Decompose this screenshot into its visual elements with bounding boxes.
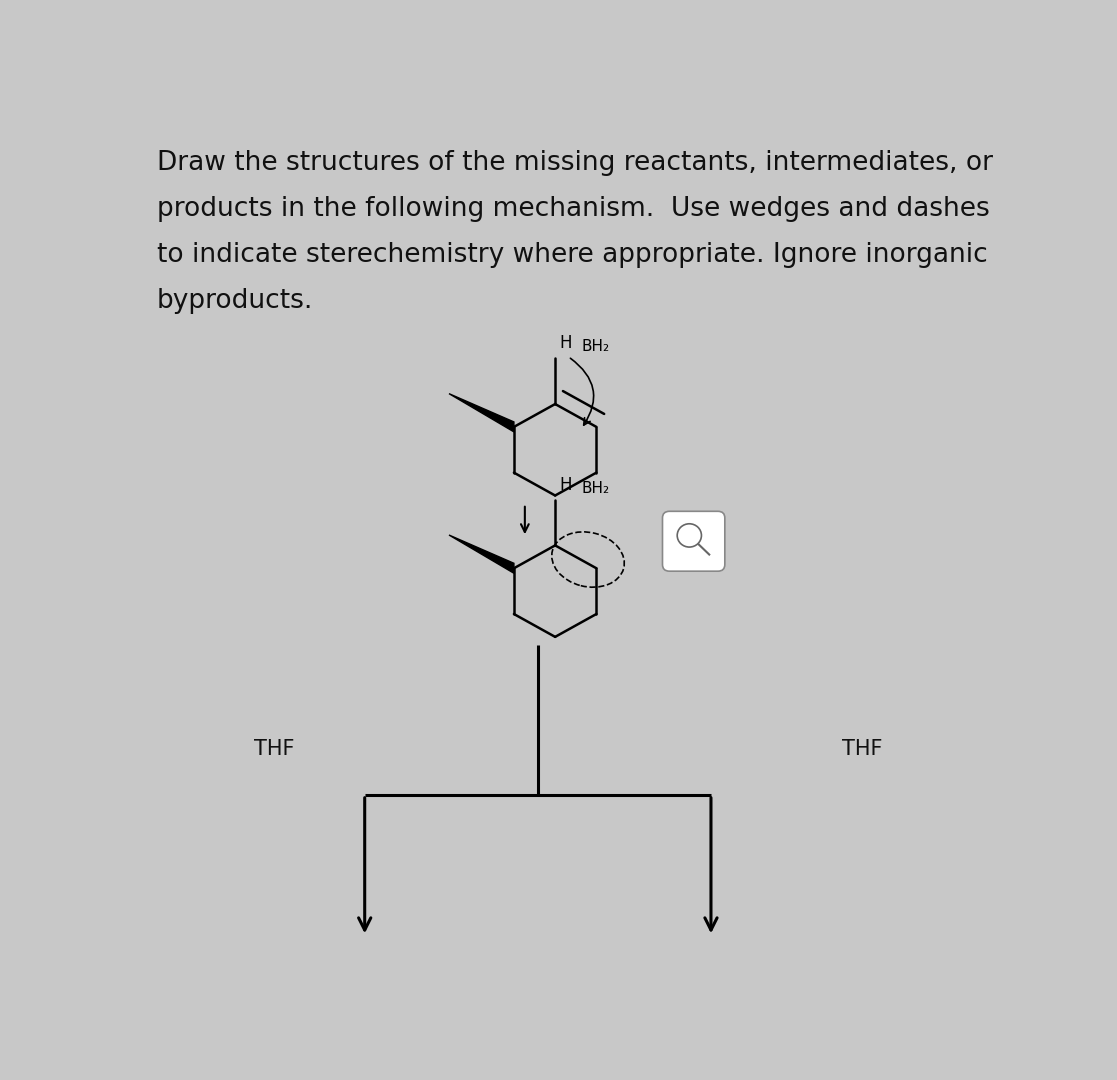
Text: H: H <box>560 476 572 494</box>
Text: products in the following mechanism.  Use wedges and dashes: products in the following mechanism. Use… <box>156 197 990 222</box>
Text: BH₂: BH₂ <box>581 481 609 496</box>
Polygon shape <box>449 393 514 432</box>
Polygon shape <box>449 535 514 573</box>
Text: byproducts.: byproducts. <box>156 287 313 313</box>
Text: THF: THF <box>842 739 882 759</box>
Text: H: H <box>560 335 572 352</box>
Text: BH₂: BH₂ <box>581 339 609 354</box>
FancyBboxPatch shape <box>662 511 725 571</box>
Text: Draw the structures of the missing reactants, intermediates, or: Draw the structures of the missing react… <box>156 150 993 176</box>
Text: THF: THF <box>254 739 294 759</box>
FancyArrowPatch shape <box>571 359 593 426</box>
Text: to indicate sterechemistry where appropriate. Ignore inorganic: to indicate sterechemistry where appropr… <box>156 242 987 268</box>
